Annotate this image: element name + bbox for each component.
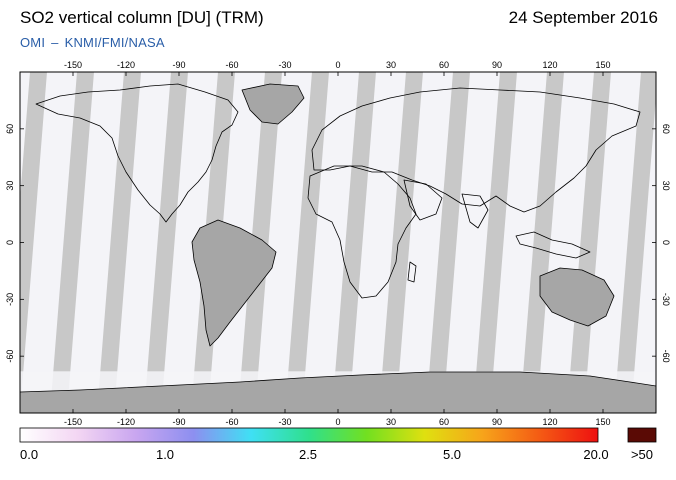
lat-tick-label: 30 (661, 181, 671, 191)
lat-tick-label: 60 (661, 124, 671, 134)
lon-tick-label: -60 (225, 417, 238, 427)
lat-tick-label: 30 (5, 181, 15, 191)
colorbar-label-5: >50 (630, 447, 654, 462)
orbit-swath (443, 72, 500, 413)
south-america-outline (191, 219, 277, 347)
credit-separator: – (51, 35, 59, 50)
lon-tick-label: -30 (278, 417, 291, 427)
india-outline (461, 193, 489, 229)
antarctica-outline (20, 371, 656, 413)
lon-tick-label: 150 (595, 417, 610, 427)
lon-tick-label: 90 (492, 417, 502, 427)
orbit-swath (255, 72, 312, 413)
arabia-outline (403, 179, 443, 221)
lat-tick-label: 0 (5, 240, 15, 245)
lon-tick-label: 0 (335, 60, 340, 70)
lon-tick-label: -150 (64, 417, 82, 427)
map-date: 24 September 2016 (508, 8, 658, 27)
orbit-swath (67, 72, 124, 413)
lat-tick-label: 60 (5, 124, 15, 134)
continents (20, 83, 656, 413)
madagascar-outline (407, 261, 417, 283)
australia-outline (539, 267, 615, 327)
lon-tick-label: -120 (117, 417, 135, 427)
lon-tick-label: 90 (492, 60, 502, 70)
lon-tick-label: 30 (386, 60, 396, 70)
lon-tick-label: -120 (117, 60, 135, 70)
lon-tick-label: 60 (439, 60, 449, 70)
map-plot-area (20, 72, 656, 413)
lon-tick-label: -60 (225, 60, 238, 70)
credit-line: OMI – KNMI/FMI/NASA (20, 35, 165, 50)
colorbar-label-4: 20.0 (583, 447, 609, 462)
orbit-swath (20, 72, 77, 413)
orbit-swath (302, 72, 359, 413)
latitude-ticks-left: 60 30 0 -30 -60 (5, 124, 24, 363)
orbit-swath (161, 72, 218, 413)
lon-tick-label: -30 (278, 60, 291, 70)
lon-tick-label: 30 (386, 417, 396, 427)
map-title: SO2 vertical column [DU] (TRM) (20, 8, 264, 27)
orbit-swath (396, 72, 453, 413)
orbit-swath (349, 72, 406, 413)
eurasia-outline (311, 87, 641, 213)
africa-outline (307, 165, 417, 299)
orbit-swath (584, 72, 641, 413)
lat-tick-label: -60 (5, 350, 15, 363)
orbit-swaths (20, 72, 656, 413)
lat-tick-label: 0 (661, 240, 671, 245)
lon-tick-label: -90 (172, 60, 185, 70)
longitude-ticks-bottom: -150 -120 -90 -60 -30 0 30 60 90 120 150 (64, 409, 611, 427)
colorbar-label-3: 5.0 (442, 447, 462, 462)
colorbar-overflow-box (627, 427, 657, 443)
credit-agencies: KNMI/FMI/NASA (64, 35, 165, 50)
orbit-swath (490, 72, 547, 413)
credit-instrument: OMI (20, 35, 46, 50)
colorbar-label-0: 0.0 (20, 447, 39, 462)
lon-tick-label: 120 (542, 60, 557, 70)
latitude-ticks-right: 60 30 0 -30 -60 (652, 124, 671, 363)
lon-tick-label: 60 (439, 417, 449, 427)
lon-tick-label: 0 (335, 417, 340, 427)
lon-tick-label: 150 (595, 60, 610, 70)
colorbar-label-1: 1.0 (155, 447, 175, 462)
orbit-swath (114, 72, 171, 413)
maritime-continent-outline (515, 231, 591, 259)
greenland-outline (241, 83, 305, 125)
lat-tick-label: -30 (661, 293, 671, 306)
lat-tick-label: -30 (5, 293, 15, 306)
colorbar-scale (19, 427, 599, 443)
lon-tick-label: -90 (172, 417, 185, 427)
north-america-outline (35, 83, 239, 223)
lon-tick-label: -150 (64, 60, 82, 70)
lat-tick-label: -60 (661, 350, 671, 363)
lon-tick-label: 120 (542, 417, 557, 427)
orbit-swath (631, 97, 656, 413)
longitude-ticks-top: -150 -120 -90 -60 -30 0 30 60 90 120 150 (64, 60, 611, 76)
orbit-swath (20, 72, 30, 199)
colorbar-label-2: 2.5 (298, 447, 318, 462)
